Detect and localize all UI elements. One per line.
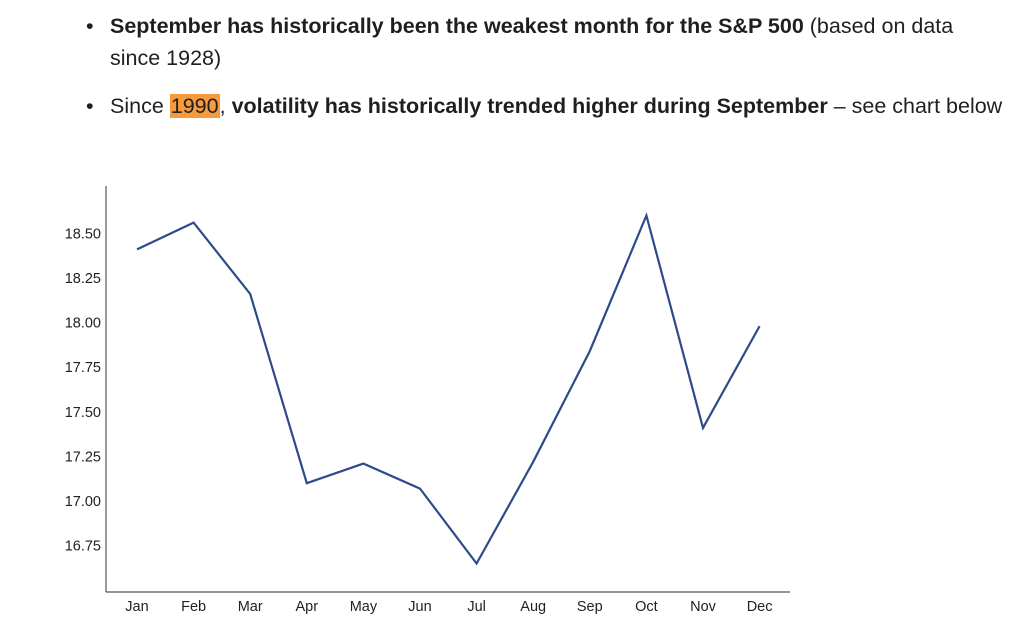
x-tick-label-nov: Nov [690,599,717,615]
bullet-1-bold-text: September has historically been the weak… [110,14,804,38]
x-tick-label-sep: Sep [577,599,603,615]
y-tick-label: 17.25 [65,449,101,465]
x-tick-label-dec: Dec [747,599,773,615]
x-tick-label-jan: Jan [125,599,148,615]
y-tick-label: 17.75 [65,360,101,376]
bullet-2-comma: , [219,94,232,118]
bullet-2-bold-text: volatility has historically trended high… [231,94,828,118]
y-tick-label: 17.00 [65,494,101,510]
y-tick-label: 18.25 [65,271,101,287]
series-line [136,212,761,566]
y-axis-ticks: 18.50 18.25 18.00 17.75 17.50 17.25 17.00 16.75 [65,226,101,554]
bullet-item-2: • Since 1990, volatility has historicall… [84,90,1004,122]
bullet-dot: • [86,94,94,118]
x-tick-label-jun: Jun [408,599,431,615]
bullet-item-1: • September has historically been the we… [84,10,1004,74]
y-tick-label: 18.00 [65,316,101,332]
bullet-list: • September has historically been the we… [84,10,1004,122]
bullet-1-text: (based on data since 1928) [110,14,954,70]
bullet-dot: • [86,14,94,38]
x-tick-label-jul: Jul [467,599,486,615]
volatility-chart: 18.50 18.25 18.00 17.75 17.50 17.25 17.00 16.75… [0,170,1024,636]
y-tick-label: 16.75 [65,539,101,555]
y-tick-label: 17.50 [65,405,101,421]
x-tick-label-feb: Feb [181,599,206,615]
x-axis-ticks: Jan Feb Mar Apr May Jun Jul Aug Sep Oct Nov Dec [125,599,772,615]
y-tick-label: 18.50 [65,226,101,242]
x-tick-label-apr: Apr [296,599,319,615]
bullet-2-lead-text: Since [110,94,170,118]
x-tick-label-mar: Mar [238,599,263,615]
highlighted-year: 1990 [169,94,220,118]
x-tick-label-oct: Oct [635,599,658,615]
bullet-2-text: – see chart below [827,94,1003,118]
x-tick-label-may: May [350,599,378,615]
x-tick-label-aug: Aug [520,599,546,615]
line-chart-svg: 18.50 18.25 18.00 17.75 17.50 17.25 17.00 16.75… [65,186,790,615]
